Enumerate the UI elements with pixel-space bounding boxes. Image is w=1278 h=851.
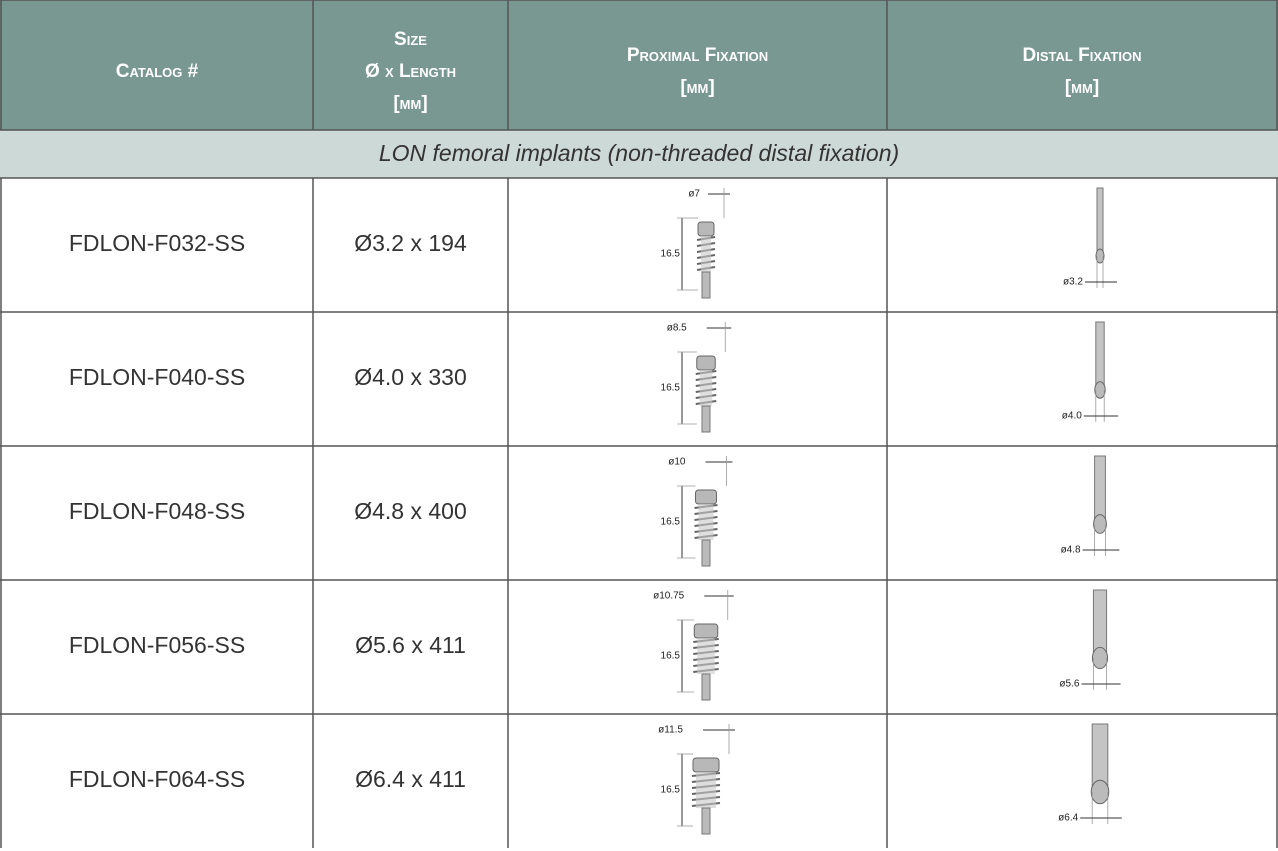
screw-head bbox=[695, 489, 717, 505]
rod-tip bbox=[1091, 646, 1109, 670]
proximal-length: 16.5 bbox=[661, 651, 681, 662]
distal-diameter: ø5.6 bbox=[1059, 679, 1079, 690]
proximal-length: 16.5 bbox=[661, 249, 681, 260]
column-header: Ø x Length bbox=[365, 61, 456, 82]
catalog-number: FDLON-F048-SS bbox=[69, 498, 245, 524]
screw-shaft bbox=[701, 807, 711, 835]
rod bbox=[1096, 187, 1104, 257]
proximal-length: 16.5 bbox=[661, 785, 681, 796]
proximal-drawing: ø10.75 16.5 bbox=[653, 590, 734, 701]
screw-shaft bbox=[701, 673, 711, 701]
size: Ø3.2 x 194 bbox=[354, 230, 467, 256]
proximal-drawing: ø7 16.5 bbox=[661, 188, 730, 299]
screw-head bbox=[696, 355, 716, 371]
catalog-number: FDLON-F056-SS bbox=[69, 632, 245, 658]
rod bbox=[1094, 455, 1106, 525]
screw-core bbox=[699, 370, 713, 406]
proximal-diameter: ø11.5 bbox=[658, 725, 683, 736]
screw-shaft bbox=[701, 271, 711, 299]
screw-head bbox=[692, 757, 720, 773]
distal-diameter: ø3.2 bbox=[1063, 277, 1083, 288]
distal-diameter: ø4.0 bbox=[1062, 411, 1082, 422]
size: Ø6.4 x 411 bbox=[355, 766, 466, 792]
proximal-diameter: ø7 bbox=[688, 189, 700, 200]
proximal-length: 16.5 bbox=[661, 383, 681, 394]
section-bg bbox=[0, 130, 1278, 178]
screw-core bbox=[697, 638, 715, 674]
catalog-number: FDLON-F040-SS bbox=[69, 364, 245, 390]
catalog-number: FDLON-F064-SS bbox=[69, 766, 245, 792]
rod-tip bbox=[1095, 248, 1105, 264]
rod-tip bbox=[1094, 381, 1106, 399]
section-title: LON femoral implants (non-threaded dista… bbox=[379, 140, 899, 166]
column-header: [mm] bbox=[680, 77, 714, 98]
screw-shaft bbox=[701, 405, 711, 433]
distal-drawing: ø4.0 bbox=[1062, 321, 1119, 422]
column-header: [mm] bbox=[393, 93, 427, 114]
distal-drawing: ø3.2 bbox=[1063, 187, 1117, 288]
screw-head bbox=[697, 221, 715, 237]
screw-core bbox=[696, 772, 716, 808]
distal-drawing: ø4.8 bbox=[1061, 455, 1120, 556]
size: Ø5.6 x 411 bbox=[355, 632, 466, 658]
proximal-diameter: ø8.5 bbox=[667, 323, 687, 334]
distal-diameter: ø6.4 bbox=[1058, 813, 1078, 824]
column-header: [mm] bbox=[1065, 77, 1099, 98]
column-header: Distal Fixation bbox=[1023, 45, 1142, 66]
screw-core bbox=[701, 236, 711, 272]
distal-diameter: ø4.8 bbox=[1061, 545, 1081, 556]
screw-shaft bbox=[701, 539, 711, 567]
distal-drawing: ø5.6 bbox=[1059, 589, 1121, 690]
distal-drawing: ø6.4 bbox=[1058, 723, 1122, 824]
proximal-drawing: ø10 16.5 bbox=[661, 456, 733, 567]
column-header: Size bbox=[394, 29, 427, 50]
rod bbox=[1095, 321, 1105, 391]
proximal-diameter: ø10.75 bbox=[653, 591, 685, 602]
catalog-number: FDLON-F032-SS bbox=[69, 230, 245, 256]
column-header: Catalog # bbox=[116, 61, 199, 82]
proximal-length: 16.5 bbox=[661, 517, 681, 528]
column-header: Proximal Fixation bbox=[627, 45, 768, 66]
proximal-diameter: ø10 bbox=[668, 457, 686, 468]
proximal-drawing: ø11.5 16.5 bbox=[658, 724, 735, 835]
header-bg bbox=[0, 0, 1278, 130]
screw-core bbox=[698, 504, 714, 540]
rod-tip bbox=[1093, 514, 1107, 534]
size: Ø4.0 x 330 bbox=[354, 364, 467, 390]
rod-tip bbox=[1090, 779, 1110, 805]
screw-head bbox=[693, 623, 719, 639]
proximal-drawing: ø8.5 16.5 bbox=[661, 322, 732, 433]
size: Ø4.8 x 400 bbox=[354, 498, 467, 524]
